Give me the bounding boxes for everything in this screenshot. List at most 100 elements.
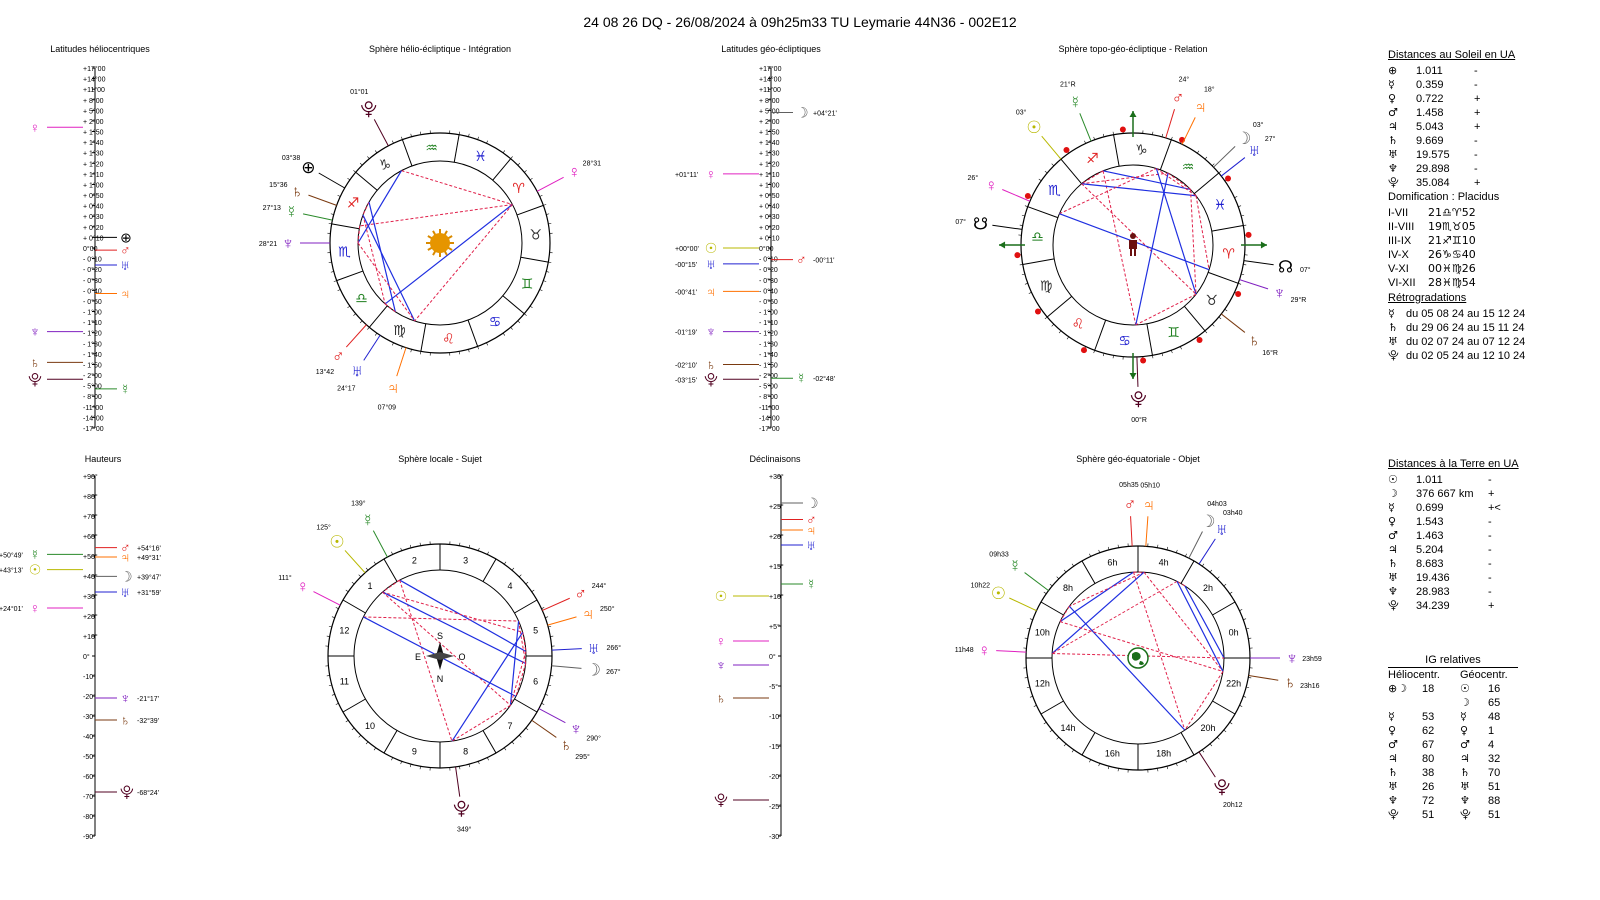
scale-tick-label: +20° <box>769 533 784 541</box>
planet-glyph: ☉ <box>1388 473 1398 486</box>
node-glyph: ☊ <box>1278 257 1293 276</box>
house-number: 12 <box>339 625 349 635</box>
planet-position-label: 23h59 <box>1302 656 1322 663</box>
scale-tick-label: +10° <box>83 633 98 641</box>
zodiac-sign: ♉ <box>529 227 542 243</box>
planet-pointer <box>1136 356 1139 387</box>
planet-glyph: ♃ <box>1388 120 1398 133</box>
degree-tick <box>1117 544 1119 548</box>
distance-value: 9.669 <box>1416 135 1444 147</box>
scale-tick-label: + 0°40 <box>83 203 104 211</box>
arrow-head <box>1129 111 1137 118</box>
degree-tick <box>330 271 334 273</box>
planet-pointer <box>542 597 570 611</box>
aspect-line <box>1051 580 1178 654</box>
planet-pointer <box>1165 109 1175 139</box>
zodiac-sign: ♊ <box>1167 324 1180 340</box>
degree-tick <box>401 136 403 140</box>
scale-tick-label: - 1°00 <box>759 309 778 317</box>
degree-tick <box>1223 583 1227 587</box>
mars-glyph: ♂ <box>806 512 817 528</box>
degree-tick <box>517 320 521 324</box>
degree-tick <box>503 561 507 565</box>
mars-marker: ♂ +54°16' <box>95 540 161 556</box>
degree-tick <box>518 574 522 578</box>
aspect-line <box>1143 571 1224 672</box>
house-pair: I-VII <box>1388 207 1409 219</box>
aspect-line <box>382 591 526 665</box>
scale-tick-label: -90° <box>83 833 96 841</box>
degree-tick <box>335 703 339 705</box>
venus-glyph: ♀ <box>568 163 581 182</box>
pluto-position: ⯓ 20h12 <box>1198 751 1243 809</box>
distance-value: 19.575 <box>1416 149 1450 161</box>
degree-tick <box>1043 591 1047 595</box>
planet-glyph: ♂ <box>1388 106 1398 119</box>
distance-trend: +< <box>1488 502 1501 514</box>
wheel-title: Sphère géo-équatoriale - Objet <box>1076 454 1200 464</box>
degree-tick <box>401 346 403 350</box>
scale-tick-label: +17°00 <box>759 65 782 73</box>
house-number: 6 <box>533 677 538 687</box>
scale-tick-label: + 8°00 <box>759 97 780 105</box>
planet-position-label: 349° <box>457 825 472 833</box>
planet-position-label: 27° <box>1265 135 1276 143</box>
degree-tick <box>543 280 547 282</box>
helio-ig: 18 <box>1422 683 1435 695</box>
degree-tick <box>546 271 550 273</box>
distance-trend: - <box>1474 65 1478 77</box>
sun-glyph: ☉ <box>991 584 1006 603</box>
house-number: 4h <box>1159 557 1169 567</box>
planet-pointer <box>373 119 389 147</box>
aspect-line <box>1102 170 1137 326</box>
degree-tick <box>1044 316 1048 320</box>
scale-tick-label: +40° <box>83 573 98 581</box>
uranus-marker: ♅ <box>781 537 817 553</box>
scale-tick-label: - 0°40 <box>759 287 778 295</box>
earth-distance-row: ♃ 5.204 - <box>1388 543 1568 557</box>
ig-row: ♆ 72 ♆ 88 <box>1388 794 1518 808</box>
marker-value: -21°17' <box>137 695 159 703</box>
planet-pointer <box>1079 113 1092 142</box>
house-cusp: 19♏♉05 <box>1428 220 1476 233</box>
degree-tick <box>1098 763 1100 767</box>
scale-tick-label: +11°00 <box>83 86 105 94</box>
degree-tick <box>539 289 543 292</box>
planet-pointer <box>538 708 566 724</box>
scale-tick-label: - 5°00 <box>759 383 778 391</box>
planet-glyph: ♄ <box>1388 557 1398 570</box>
planet-position-label: 03h40 <box>1223 510 1243 517</box>
degree-tick <box>1152 355 1154 359</box>
scale-tick-label: - 0°20 <box>759 266 778 274</box>
aspect-line <box>382 579 400 593</box>
degree-tick <box>1019 224 1023 226</box>
degree-tick <box>358 734 362 738</box>
aspect-line <box>1135 293 1197 326</box>
neptune-glyph: ♆ <box>1273 284 1286 303</box>
sun-glyph: ☉ <box>29 562 42 578</box>
degree-tick <box>531 589 535 593</box>
venus-position: ♀ 26° <box>968 174 1031 202</box>
scale-tick-label: + 2°00 <box>83 118 104 126</box>
degree-tick <box>1176 763 1178 767</box>
degree-tick <box>548 684 552 687</box>
mars-glyph: ♂ <box>332 347 345 366</box>
scale-tick-label: - 0°10 <box>759 256 778 264</box>
person-icon <box>1129 233 1137 256</box>
degree-tick <box>1112 355 1114 359</box>
zodiac-sign: ♌ <box>442 331 455 347</box>
venus-marker: ♀ <box>30 119 83 135</box>
planet-glyph: ⊕ <box>1388 64 1398 77</box>
degree-tick <box>1209 743 1213 747</box>
degree-tick <box>409 544 412 548</box>
mercury-glyph: ☿ <box>1069 93 1082 112</box>
degree-tick <box>1089 553 1091 557</box>
mercury-glyph: ☿ <box>285 202 298 221</box>
scale-tick-label: +60° <box>83 533 98 541</box>
sun-position: ☉03° <box>1016 109 1062 160</box>
aspect-line <box>1190 189 1197 295</box>
saturn-glyph: ♄ <box>706 356 717 372</box>
sector-divider <box>1040 601 1064 616</box>
degree-tick <box>1246 686 1250 689</box>
